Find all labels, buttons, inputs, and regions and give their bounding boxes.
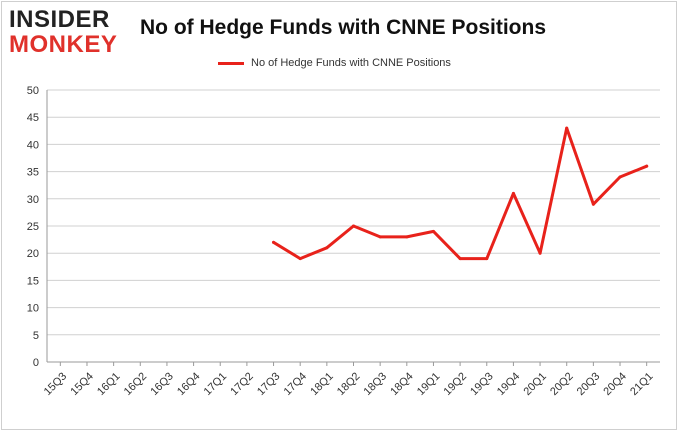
legend-label: No of Hedge Funds with CNNE Positions: [251, 57, 451, 69]
data-point: [618, 175, 622, 179]
y-tick-label: 35: [27, 167, 39, 179]
y-tick-label: 45: [27, 112, 39, 124]
x-tick-label: 20Q4: [601, 370, 629, 398]
x-tick-label: 17Q4: [282, 370, 310, 398]
x-tick-label: 19Q1: [415, 370, 443, 398]
data-point: [511, 191, 515, 195]
x-tick-label: 17Q2: [228, 370, 256, 398]
data-point: [645, 164, 649, 168]
data-point: [272, 240, 276, 244]
x-tick-label: 19Q4: [495, 370, 523, 398]
y-tick-label: 50: [27, 85, 39, 97]
y-tick-label: 0: [33, 357, 39, 369]
x-tick-label: 19Q2: [442, 370, 470, 398]
x-tick-label: 16Q3: [148, 370, 176, 398]
y-tick-label: 10: [27, 303, 39, 315]
x-tick-label: 20Q2: [548, 370, 576, 398]
x-tick-label: 20Q3: [575, 370, 603, 398]
x-tick-label: 17Q1: [202, 370, 230, 398]
data-point: [431, 229, 435, 233]
x-tick-label: 19Q3: [468, 370, 496, 398]
x-tick-label: 15Q3: [42, 370, 70, 398]
data-point: [538, 251, 542, 255]
y-tick-label: 5: [33, 330, 39, 342]
x-tick-label: 18Q1: [308, 370, 336, 398]
data-point: [298, 257, 302, 261]
data-point: [565, 126, 569, 130]
data-point: [458, 257, 462, 261]
x-tick-label: 21Q1: [628, 370, 656, 398]
chart-legend: No of Hedge Funds with CNNE Positions: [218, 55, 451, 71]
x-tick-label: 15Q4: [68, 370, 96, 398]
data-point: [485, 257, 489, 261]
x-tick-label: 18Q2: [335, 370, 363, 398]
y-tick-label: 25: [27, 221, 39, 233]
logo-line-1: INSIDER: [9, 6, 110, 33]
data-point: [352, 224, 355, 228]
x-tick-label: 16Q1: [95, 370, 123, 398]
data-point: [591, 202, 595, 206]
x-tick-label: 20Q1: [521, 370, 549, 398]
x-tick-label: 17Q3: [255, 370, 283, 398]
x-tick-label: 18Q3: [362, 370, 390, 398]
data-point: [378, 235, 382, 239]
y-tick-label: 20: [27, 248, 39, 260]
y-tick-label: 30: [27, 194, 39, 206]
y-tick-label: 15: [27, 275, 39, 287]
chart-title: No of Hedge Funds with CNNE Positions: [140, 16, 546, 39]
series-line-0: [272, 126, 649, 261]
legend-swatch: [218, 61, 244, 65]
x-tick-label: 16Q4: [175, 370, 203, 398]
data-point: [405, 235, 409, 239]
insider-monkey-logo: INSIDER MONKEY: [9, 8, 127, 57]
y-tick-label: 40: [27, 139, 39, 151]
logo-line-2: MONKEY: [9, 31, 118, 58]
x-tick-label: 18Q4: [388, 370, 416, 398]
x-tick-label: 16Q2: [122, 370, 150, 398]
data-point: [325, 246, 329, 250]
